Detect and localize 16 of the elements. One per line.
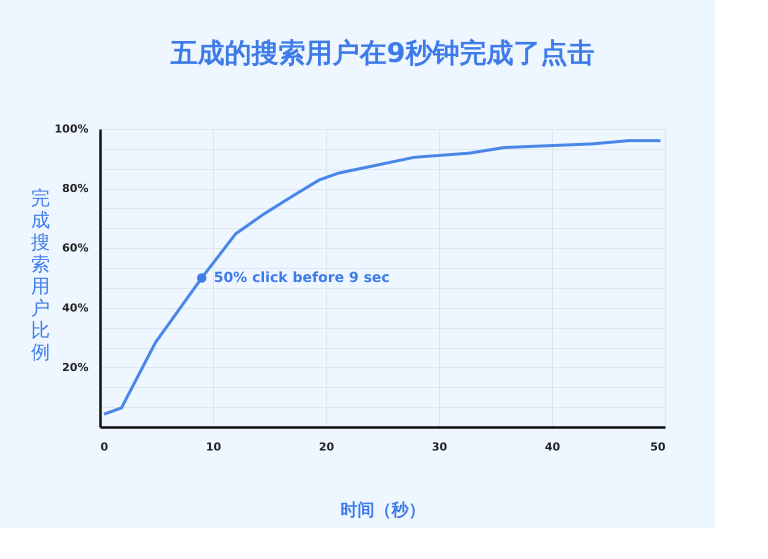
x-tick-label: 50 (650, 440, 666, 454)
y-tick-label: 40% (62, 301, 88, 314)
x-tick-label: 10 (206, 440, 222, 454)
x-axis-title: 时间（秒） (340, 500, 426, 520)
y-tick-label: 60% (62, 242, 88, 255)
annotation: 50% click before 9 sec (214, 270, 390, 286)
y-axis-title: 完成搜索用户比例 (31, 188, 50, 364)
y-tick-label: 20% (62, 360, 88, 374)
chart-title: 五成的搜索用户在9秒钟完成了点击 (170, 38, 594, 69)
x-tick-label: 0 (100, 440, 108, 454)
line-series (102, 139, 662, 416)
x-tick-label: 40 (544, 440, 560, 454)
x-tick-label: 20 (318, 440, 334, 454)
x-tick-label: 30 (432, 440, 448, 454)
y-tick-label: 100% (54, 122, 88, 136)
y-tick-label: 80% (62, 182, 88, 196)
